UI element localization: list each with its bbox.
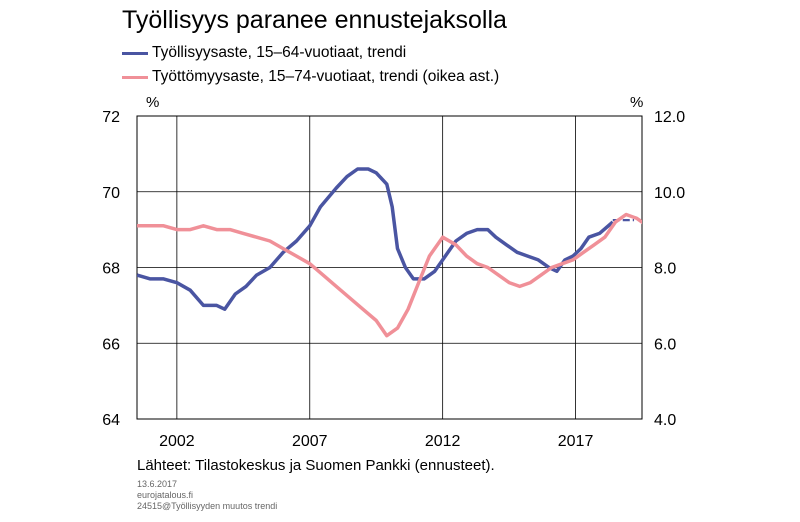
- y-left-unit-label: %: [146, 94, 159, 111]
- y-right-tick-label-3: 10.0: [654, 185, 685, 202]
- y-left-tick-label-0: 64: [102, 412, 120, 429]
- y-left-tick-label-4: 72: [102, 109, 120, 126]
- source-text: Lähteet: Tilastokeskus ja Suomen Pankki …: [137, 457, 495, 474]
- note-date: 13.6.2017: [137, 479, 178, 489]
- y-right-tick-label-4: 12.0: [654, 109, 685, 126]
- y-left-tick-label-1: 66: [102, 336, 120, 353]
- x-tick-label-1: 2007: [292, 433, 328, 450]
- y-left-tick-label-2: 68: [102, 261, 120, 278]
- chart-title: Työllisyys paranee ennustejaksolla: [122, 6, 507, 34]
- series-line-1: [137, 212, 642, 338]
- legend-label-unemployment: Työttömyysaste, 15–74-vuotiaat, trendi (…: [152, 68, 500, 85]
- y-right-unit-label: %: [630, 94, 643, 111]
- note-site: eurojatalous.fi: [137, 490, 194, 500]
- legend-item-unemployment: Työttömyysaste, 15–74-vuotiaat, trendi (…: [122, 66, 499, 88]
- x-tick-label-0: 2002: [159, 433, 195, 450]
- legend-swatch-unemployment: [122, 75, 148, 79]
- y-right-tick-label-1: 6.0: [654, 336, 676, 353]
- plot-frame: [136, 115, 643, 420]
- series-line-0: [137, 167, 614, 311]
- note-id: 24515@Työllisyyden muutos trendi: [137, 501, 278, 511]
- legend-swatch-employment: [122, 51, 148, 55]
- x-tick-label-2: 2012: [425, 433, 461, 450]
- legend-label-employment: Työllisyysaste, 15–64-vuotiaat, trendi: [152, 44, 407, 61]
- x-tick-label-3: 2017: [558, 433, 594, 450]
- y-left-tick-label-3: 70: [102, 185, 120, 202]
- y-right-tick-label-0: 4.0: [654, 412, 676, 429]
- y-right-tick-label-2: 8.0: [654, 261, 676, 278]
- legend-item-employment: Työllisyysaste, 15–64-vuotiaat, trendi: [122, 42, 406, 64]
